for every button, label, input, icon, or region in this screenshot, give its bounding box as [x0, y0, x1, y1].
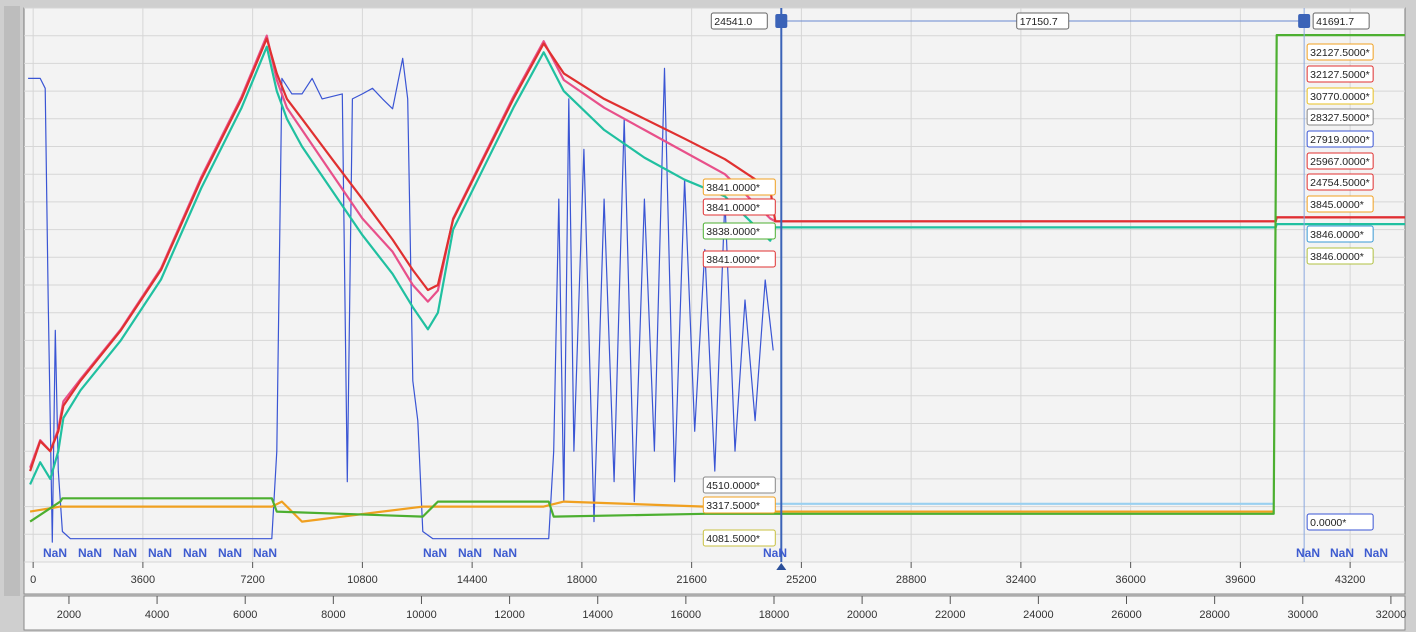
readout-box: [1306, 195, 1374, 213]
readout: 3846.0000*: [1310, 251, 1364, 263]
top-axis: [23, 561, 1406, 595]
x2-tick-label: 10000: [406, 609, 437, 621]
x2-tick-label: 32000: [1376, 609, 1407, 621]
x-tick-label: 39600: [1225, 574, 1256, 586]
x2-tick-label: 12000: [494, 609, 525, 621]
cursor-label: 24541.0: [714, 16, 752, 28]
nan-label: NaN: [458, 546, 482, 560]
readout-box: [702, 222, 776, 240]
readout: 3846.0000*: [1310, 229, 1364, 241]
readout-box: [1306, 173, 1374, 191]
x-tick-label: 7200: [240, 574, 264, 586]
x2-tick-label: 24000: [1023, 609, 1054, 621]
readout: 3845.0000*: [1310, 199, 1364, 211]
x-tick-label: 0: [30, 574, 36, 586]
cursor-delta-box: [1016, 12, 1070, 30]
x-tick-label: 43200: [1335, 574, 1366, 586]
x-tick-label: 10800: [347, 574, 378, 586]
cursor-label-box: [710, 12, 768, 30]
nan-label: NaN: [253, 546, 277, 560]
left-strip: [4, 6, 20, 596]
readout-box: [702, 178, 776, 196]
readout: 0.0000*: [1310, 517, 1346, 529]
x2-tick-label: 2000: [57, 609, 81, 621]
readout: 3841.0000*: [706, 254, 760, 266]
x-tick-label: 36000: [1115, 574, 1146, 586]
readout-box: [1306, 65, 1374, 83]
nan-label: NaN: [1364, 546, 1388, 560]
x-tick-label: 18000: [567, 574, 598, 586]
x2-tick-label: 14000: [582, 609, 613, 621]
cursor-handle[interactable]: [775, 14, 788, 28]
nan-label: NaN: [1296, 546, 1320, 560]
readout-box: [1306, 225, 1374, 243]
x2-tick-label: 4000: [145, 609, 169, 621]
readout: 24754.5000*: [1310, 177, 1370, 189]
nan-label: NaN: [113, 546, 137, 560]
readout-box: [1306, 247, 1374, 265]
readout-box: [1306, 513, 1374, 531]
readout: 3841.0000*: [706, 182, 760, 194]
nan-label: NaN: [183, 546, 207, 560]
readout: 3841.0000*: [706, 202, 760, 214]
x2-tick-label: 18000: [759, 609, 790, 621]
x2-tick-label: 20000: [847, 609, 878, 621]
nan-label: NaN: [78, 546, 102, 560]
readout-box: [702, 250, 776, 268]
readout-box: [1306, 152, 1374, 170]
cursor-label-box: [1312, 12, 1370, 30]
readout-box: [702, 496, 776, 514]
nan-label: NaN: [493, 546, 517, 560]
x-tick-label: 3600: [131, 574, 155, 586]
readout: 3317.5000*: [706, 500, 760, 512]
readout: 28327.5000*: [1310, 112, 1370, 124]
nan-label: NaN: [218, 546, 242, 560]
cursor-delta: 17150.7: [1020, 16, 1058, 28]
readout: 32127.5000*: [1310, 47, 1370, 59]
cursor-label: 41691.7: [1316, 16, 1354, 28]
x2-tick-label: 6000: [233, 609, 257, 621]
readout-box: [1306, 43, 1374, 61]
x2-tick-label: 16000: [671, 609, 702, 621]
readout-box: [1306, 87, 1374, 105]
readout-box: [1306, 130, 1374, 148]
series-line: [29, 37, 1405, 472]
readout: 32127.5000*: [1310, 69, 1370, 81]
readout: 30770.0000*: [1310, 91, 1370, 103]
cursor-arrow: [776, 563, 787, 570]
overlays: 0 3600 7200 10800 14400 18000 21600 25200 28800 3…: [30, 8, 1406, 621]
readout: 27919.0000*: [1310, 134, 1370, 146]
x-tick-label: 25200: [786, 574, 817, 586]
readout-box: [702, 529, 776, 547]
x-tick-label: 28800: [896, 574, 927, 586]
bottom-axis: [23, 595, 1406, 631]
readout-box: [702, 476, 776, 494]
x2-tick-label: 28000: [1199, 609, 1230, 621]
x2-tick-label: 26000: [1111, 609, 1142, 621]
nan-label: NaN: [43, 546, 67, 560]
readout: 4510.0000*: [706, 480, 760, 492]
series-line: [29, 34, 1405, 523]
nan-label: NaN: [1330, 546, 1354, 560]
readout: 3838.0000*: [706, 226, 760, 238]
x-tick-label: 21600: [676, 574, 707, 586]
readout: 4081.5000*: [706, 533, 760, 545]
x2-tick-label: 22000: [935, 609, 966, 621]
nan-label: NaN: [763, 546, 787, 560]
cursor-handle[interactable]: [1298, 14, 1311, 28]
x2-tick-label: 30000: [1287, 609, 1318, 621]
readout: 25967.0000*: [1310, 156, 1370, 168]
nan-label: NaN: [148, 546, 172, 560]
x-tick-label: 32400: [1006, 574, 1037, 586]
readout-box: [1306, 108, 1374, 126]
nan-label: NaN: [423, 546, 447, 560]
x-tick-label: 14400: [457, 574, 488, 586]
x2-tick-label: 8000: [321, 609, 345, 621]
grid: [24, 7, 1405, 563]
readout-box: [702, 198, 776, 216]
